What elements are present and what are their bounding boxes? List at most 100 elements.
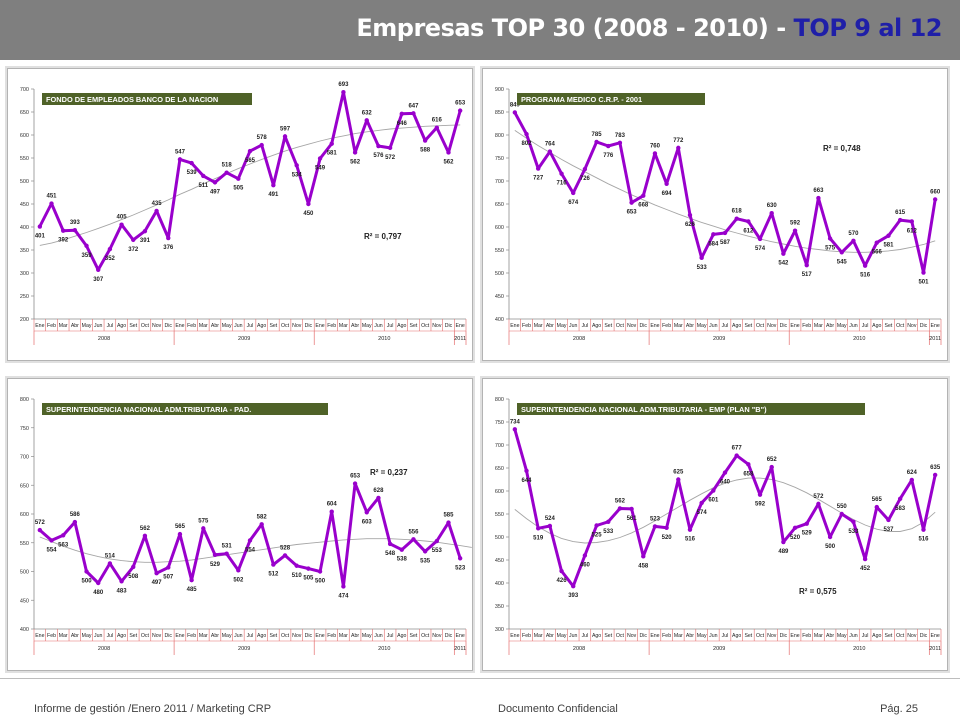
x-tick-label: Oct [141,323,150,329]
y-tick-label: 450 [20,202,29,208]
y-tick-label: 650 [495,202,504,208]
x-tick-label: May [697,323,707,329]
data-point [606,143,611,149]
data-point [457,108,463,113]
x-tick-label: Ene [510,633,519,639]
y-tick-label: 750 [495,156,504,162]
y-tick-label: 450 [20,598,29,604]
y-tick-label: 600 [495,489,504,495]
x-tick-label: Mar [339,633,348,639]
data-point [851,238,856,243]
data-point [606,519,611,525]
data-label: 359 [82,253,93,259]
data-point [212,180,218,185]
data-point [722,470,728,475]
x-tick-label: Nov [907,633,917,639]
data-label: 663 [813,188,824,194]
x-tick-label: Abr [826,323,834,329]
data-label: 531 [222,544,233,550]
data-point [757,492,763,497]
x-tick-label: May [557,323,567,329]
series-line [38,90,462,272]
data-label: 547 [175,149,186,155]
data-point [687,212,693,218]
data-point [746,219,751,224]
x-tick-label: Feb [327,323,336,329]
data-label: 572 [385,155,396,161]
x-tick-label: Jun [849,323,857,329]
data-point [376,495,381,501]
data-label: 588 [420,148,431,154]
data-label: 500 [825,544,836,550]
data-label: 483 [117,588,128,594]
x-tick-label: Ene [175,633,184,639]
x-tick-label: Feb [47,323,56,329]
header-bar: Empresas TOP 30 (2008 - 2010) - TOP 9 al… [0,0,960,60]
y-tick-label: 700 [495,443,504,449]
data-point [676,477,681,482]
chart-title: SUPERINTENDENCIA NACIONAL ADM.TRIBUTARIA… [521,405,767,414]
x-tick-label: Jun [709,323,717,329]
x-tick-label: Nov [627,323,637,329]
x-tick-label: Ago [117,323,126,329]
data-label: 635 [930,465,941,471]
x-tick-label: Feb [662,323,671,329]
data-point [652,524,658,529]
x-tick-label: Nov [432,633,442,639]
x-tick-label: Feb [187,633,196,639]
x-tick-label: Jun [234,633,242,639]
chart-panel-sunat-emp: 300 350 400 450 500 550 600 650 700 750 800 Ene Feb M… [482,378,948,671]
data-label: 562 [615,498,626,504]
data-point [594,139,599,145]
data-point [294,563,299,568]
page-title: Empresas TOP 30 (2008 - 2010) - TOP 9 al… [356,14,942,42]
y-tick-label: 350 [495,604,504,610]
x-tick-label: Ene [510,323,519,329]
data-point [886,233,891,238]
data-label: 516 [685,537,696,543]
data-label: 644 [522,478,533,484]
data-point [547,149,553,154]
data-point [862,556,868,562]
x-tick-label: Ago [397,323,406,329]
year-label: 2010 [853,646,865,652]
x-tick-label: Ene [175,323,184,329]
data-label: 581 [883,243,894,249]
x-tick-label: Nov [627,633,637,639]
x-tick-label: Mar [674,323,683,329]
data-point [582,553,588,558]
data-point [535,526,541,531]
data-point [352,150,358,155]
data-point [827,534,833,540]
data-label: 802 [522,141,533,147]
x-tick-label: Mar [59,633,68,639]
data-label: 514 [105,553,116,559]
data-point [617,506,623,511]
data-label: 716 [557,181,568,187]
data-label: 570 [848,231,859,237]
data-point [897,217,903,223]
x-tick-label: Dic [165,633,173,639]
data-point [839,250,844,255]
x-tick-label: Nov [767,633,777,639]
data-point [177,531,183,537]
data-point [247,538,253,543]
x-tick-label: Ago [732,633,741,639]
x-tick-label: Feb [802,633,811,639]
x-tick-label: Jun [94,323,102,329]
data-point [422,549,428,554]
x-tick-label: Oct [756,323,765,329]
x-tick-label: Abr [211,323,219,329]
data-label: 640 [720,480,731,486]
y-tick-label: 550 [20,156,29,162]
x-tick-label: Nov [767,323,777,329]
y-tick-label: 900 [495,87,504,93]
x-tick-label: Set [744,633,752,639]
y-tick-label: 800 [495,397,504,403]
year-label: 2011 [454,646,466,652]
y-tick-label: 500 [495,535,504,541]
y-tick-label: 400 [20,627,29,633]
data-label: 576 [373,153,384,159]
